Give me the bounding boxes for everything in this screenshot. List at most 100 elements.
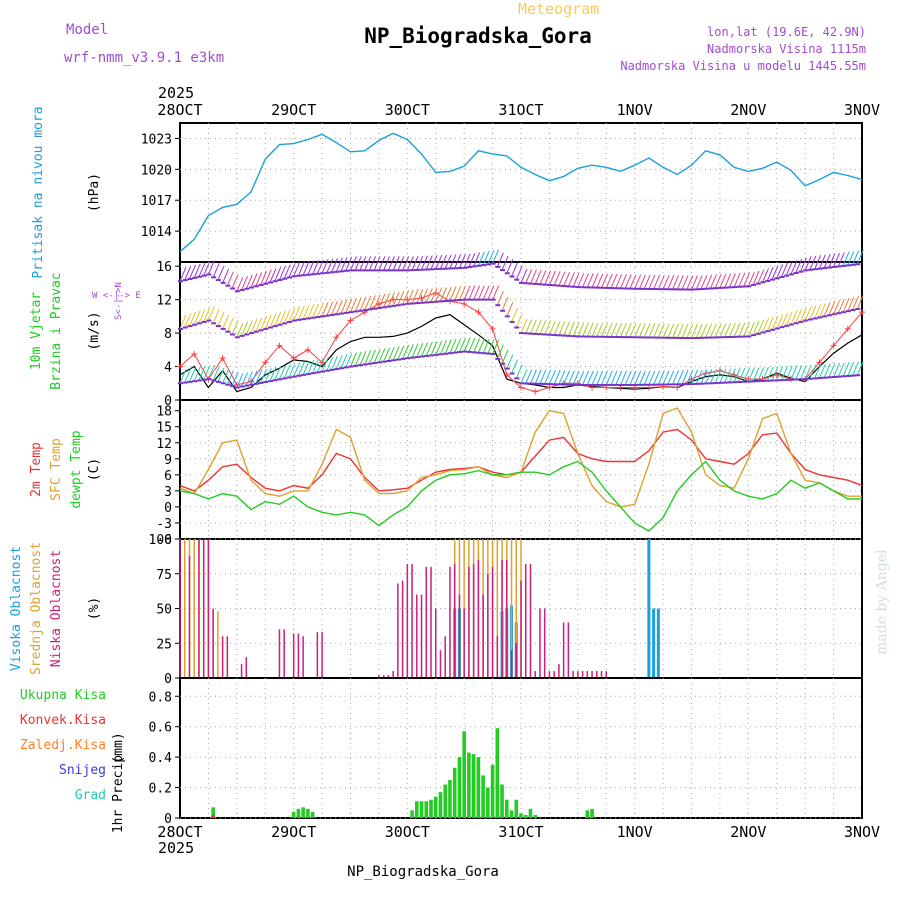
gust-marker [844,325,851,332]
cloud-bar-cloud_low [406,564,409,678]
wind-barb [312,260,320,275]
cloud-bar-cloud_low [292,633,295,678]
cloud-bar-cloud_low [543,608,546,678]
wind-barb [269,268,277,283]
wind-barb [534,269,542,285]
cloud-bar-cloud_low [453,564,456,678]
cloud-bar-cloud_low [444,636,446,678]
wind-barb [605,322,613,338]
wind-barb [226,370,234,385]
wind-barb [293,262,301,277]
wind-barb [354,297,362,312]
wind-barb [615,274,623,289]
gust-marker [489,325,496,332]
cloud-bar-cloud_low [392,671,394,678]
y-tick-label-pressure: 1017 [141,194,172,209]
wind-barb [804,306,812,321]
wind-barb [719,273,727,289]
x-tick-bottom-29OCT: 29OCT [271,823,316,841]
x-tick-top-3NOV: 3NOV [844,101,880,119]
wind-barb [222,268,230,284]
wind-barb [814,255,822,270]
wind-barb [449,286,457,301]
wind-barb [416,342,424,358]
wind-barb [482,338,490,354]
wind-barb [425,255,433,270]
cloud-bar-cloud_low [534,671,536,678]
cloud-bar-cloud_low [420,594,423,678]
wind-barb [762,318,770,333]
compass-glyph: W <-|-> E [92,291,141,301]
cloud-bar-cloud_low [567,622,570,678]
wind-barb [198,366,206,381]
cloud-bar-cloud_low [463,608,465,678]
cloud-bar-cloud_low [591,671,593,678]
wind-barb [473,252,481,267]
wind-barb [610,322,618,338]
wind-barb [733,272,741,288]
wind-barb [193,263,201,279]
wind-barb [198,262,206,277]
wind-barb [747,322,755,337]
wind-barb [833,252,841,268]
wind-barb [766,366,774,381]
wind-barb [278,310,286,325]
wind-barb [605,273,613,289]
wind-barb [856,294,864,310]
cloud-bar-cloud_low [581,671,584,678]
wind-barb [383,256,391,271]
gust-marker [191,351,198,357]
wind-barb [345,256,353,272]
wind-barb [548,320,556,335]
cloud-bar-cloud_low [212,608,214,678]
y-tick-label-temperature: 15 [156,421,172,436]
wind-barb [790,310,798,325]
wind-barb [340,299,348,314]
precip-legend-item: Grad [75,788,106,803]
cloud-bar-cloud_low [416,594,418,678]
wind-barb [222,369,230,384]
precip-bar-precip_total [495,728,500,818]
wind-barb [444,286,452,302]
ylabel-clouds: Visoka Oblacnost [9,546,24,671]
wind-barb [392,256,400,271]
wind-barb [245,371,253,386]
wind-barb [368,295,376,310]
precip-bar-precip_total [410,810,414,818]
wind-barb [818,254,826,269]
unit-label-clouds: (%) [87,597,102,620]
precip-bar-precip_total [211,807,215,818]
unit-label-wind: (m/s) [87,311,102,350]
gust-marker [518,384,524,391]
ylabel-wind: 10m Vjetar [29,292,44,370]
wind-barb [189,311,196,327]
x-tick-bottom-3NOV: 3NOV [844,823,880,841]
wind-barb [733,368,741,383]
cloud-bar-cloud_mid [193,539,195,678]
wind-barb [823,363,831,378]
gust-marker [347,317,354,324]
wind-barb [449,338,457,354]
wind-barb [250,273,258,288]
wind-barb [833,300,841,315]
cloud-bar-cloud_low [458,594,461,678]
cloud-bar-cloud_low [401,580,404,678]
ylabel-clouds: Srednja Oblacnost [29,542,44,675]
wind-barb [288,363,296,378]
cloud-bar-cloud_low [487,573,489,678]
wind-barb [392,291,400,307]
wind-barb [814,304,822,319]
wind-barb [179,267,187,282]
wind-barb [709,369,717,384]
x-tick-bottom-31OCT: 31OCT [498,823,543,841]
precip-bar-precip_total [452,767,457,818]
gust-marker [333,334,340,341]
wind-barb [454,338,462,353]
wind-barb [676,323,684,339]
wind-barb [198,309,206,324]
wind-barb [548,270,556,286]
y-tick-label-wind: 16 [156,260,172,275]
wind-barb [487,250,495,265]
wind-barb [492,339,500,355]
